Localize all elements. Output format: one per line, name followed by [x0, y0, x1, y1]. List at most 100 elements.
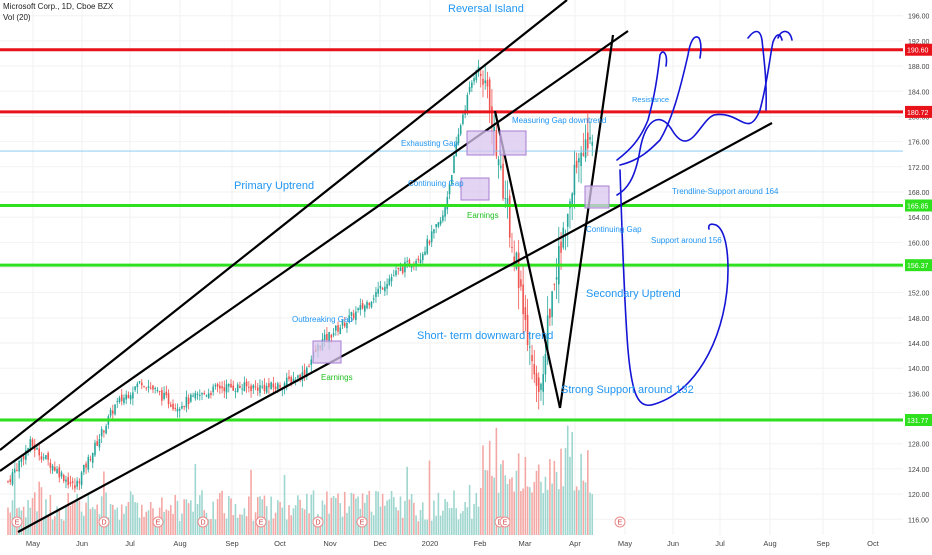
candle-body	[381, 288, 384, 290]
candle-body	[243, 382, 246, 392]
candle-body	[250, 385, 252, 392]
volume-bar	[471, 518, 473, 535]
candle-body	[210, 392, 212, 395]
candle-body	[154, 387, 156, 389]
candle-body	[455, 143, 458, 157]
candle-body	[540, 383, 542, 390]
candle-body	[256, 387, 259, 391]
trend-line	[493, 110, 562, 409]
candle-body	[308, 366, 310, 368]
annotation-measuring: Measuring Gap downtrend	[512, 116, 606, 125]
volume-bar	[288, 505, 290, 535]
volume-bar	[143, 516, 145, 535]
candle-body	[252, 385, 255, 389]
candle-body	[194, 392, 197, 399]
candle-body	[29, 439, 32, 450]
volume-bar	[123, 513, 125, 535]
volume-bar	[156, 521, 159, 535]
candle-body	[430, 231, 433, 243]
volume-bar	[477, 506, 480, 535]
candle-body	[201, 392, 203, 395]
volume-bar	[76, 493, 78, 535]
volume-bar	[397, 510, 400, 535]
candle-body	[551, 291, 553, 317]
volume-bar	[38, 481, 41, 535]
volume-bar	[582, 480, 585, 535]
candle-body	[292, 378, 295, 382]
volume-bar	[109, 503, 112, 535]
candle-body	[232, 385, 235, 391]
candle-body	[442, 215, 444, 221]
volume-bar	[294, 505, 297, 535]
volume-bar	[368, 490, 371, 535]
volume-bar	[303, 509, 306, 535]
candle-body	[560, 241, 562, 253]
annotation-support156: Support around 156	[651, 236, 722, 245]
candle-body	[163, 392, 165, 399]
candle-body	[419, 259, 422, 264]
volume-bar	[283, 474, 286, 535]
x-tick-label: Aug	[173, 539, 186, 548]
event-marker-label: E	[618, 520, 623, 527]
volume-bar	[323, 504, 326, 535]
volume-bar	[243, 508, 246, 535]
candle-body	[136, 383, 139, 388]
candle-body	[350, 311, 353, 316]
y-tick-label: 180.00	[908, 114, 930, 121]
volume-bar	[475, 492, 478, 535]
volume-bar	[192, 511, 194, 535]
candle-body	[22, 455, 25, 460]
candle-body	[379, 285, 382, 289]
volume-bar	[392, 497, 395, 535]
price-level-tag	[905, 414, 932, 427]
event-marker-label: D	[101, 520, 106, 527]
candle-body	[297, 375, 299, 378]
volume-bar	[348, 506, 350, 535]
gap-boxes	[312, 130, 610, 364]
candle-body	[227, 384, 230, 387]
event-marker-label: E	[259, 520, 264, 527]
volume-bar	[134, 502, 136, 535]
candle-body	[105, 425, 107, 434]
volume-bar	[560, 448, 562, 535]
volume-bar	[176, 500, 179, 535]
candle-body	[141, 382, 143, 386]
volume-bar	[62, 520, 65, 535]
volume-bar	[279, 501, 281, 535]
volume-bar	[250, 469, 252, 535]
candle-body	[274, 386, 277, 390]
volume-bar	[74, 500, 76, 535]
candle-body	[47, 452, 49, 460]
candle-body	[446, 196, 449, 210]
candle-body	[196, 393, 199, 395]
volume-bar	[457, 519, 460, 535]
volume-bar	[118, 519, 121, 535]
event-marker-label: E	[156, 520, 161, 527]
volume-bar	[506, 484, 509, 535]
price-level-label: 165.85	[907, 204, 929, 211]
volume-bar	[435, 515, 437, 535]
volume-bar	[248, 496, 250, 535]
volume-bar	[7, 507, 9, 535]
volume-bar	[245, 516, 248, 535]
price-level-tag	[905, 259, 932, 272]
candle-body	[513, 256, 516, 266]
volume-bar	[444, 499, 446, 535]
volume-bar	[89, 508, 92, 535]
candle-body	[346, 322, 348, 329]
volume-bar	[428, 460, 431, 535]
volume-bar	[165, 509, 168, 535]
volume-bar	[491, 475, 493, 535]
x-tick-label: May	[26, 539, 40, 548]
candle-body	[230, 383, 232, 388]
volume-bar	[33, 492, 36, 535]
candle-body	[103, 430, 105, 433]
candle-body	[127, 394, 130, 399]
candle-body	[488, 79, 491, 111]
volume-bar	[446, 501, 449, 535]
candle-body	[390, 277, 393, 282]
grid	[0, 0, 903, 535]
candle-body	[69, 482, 72, 484]
